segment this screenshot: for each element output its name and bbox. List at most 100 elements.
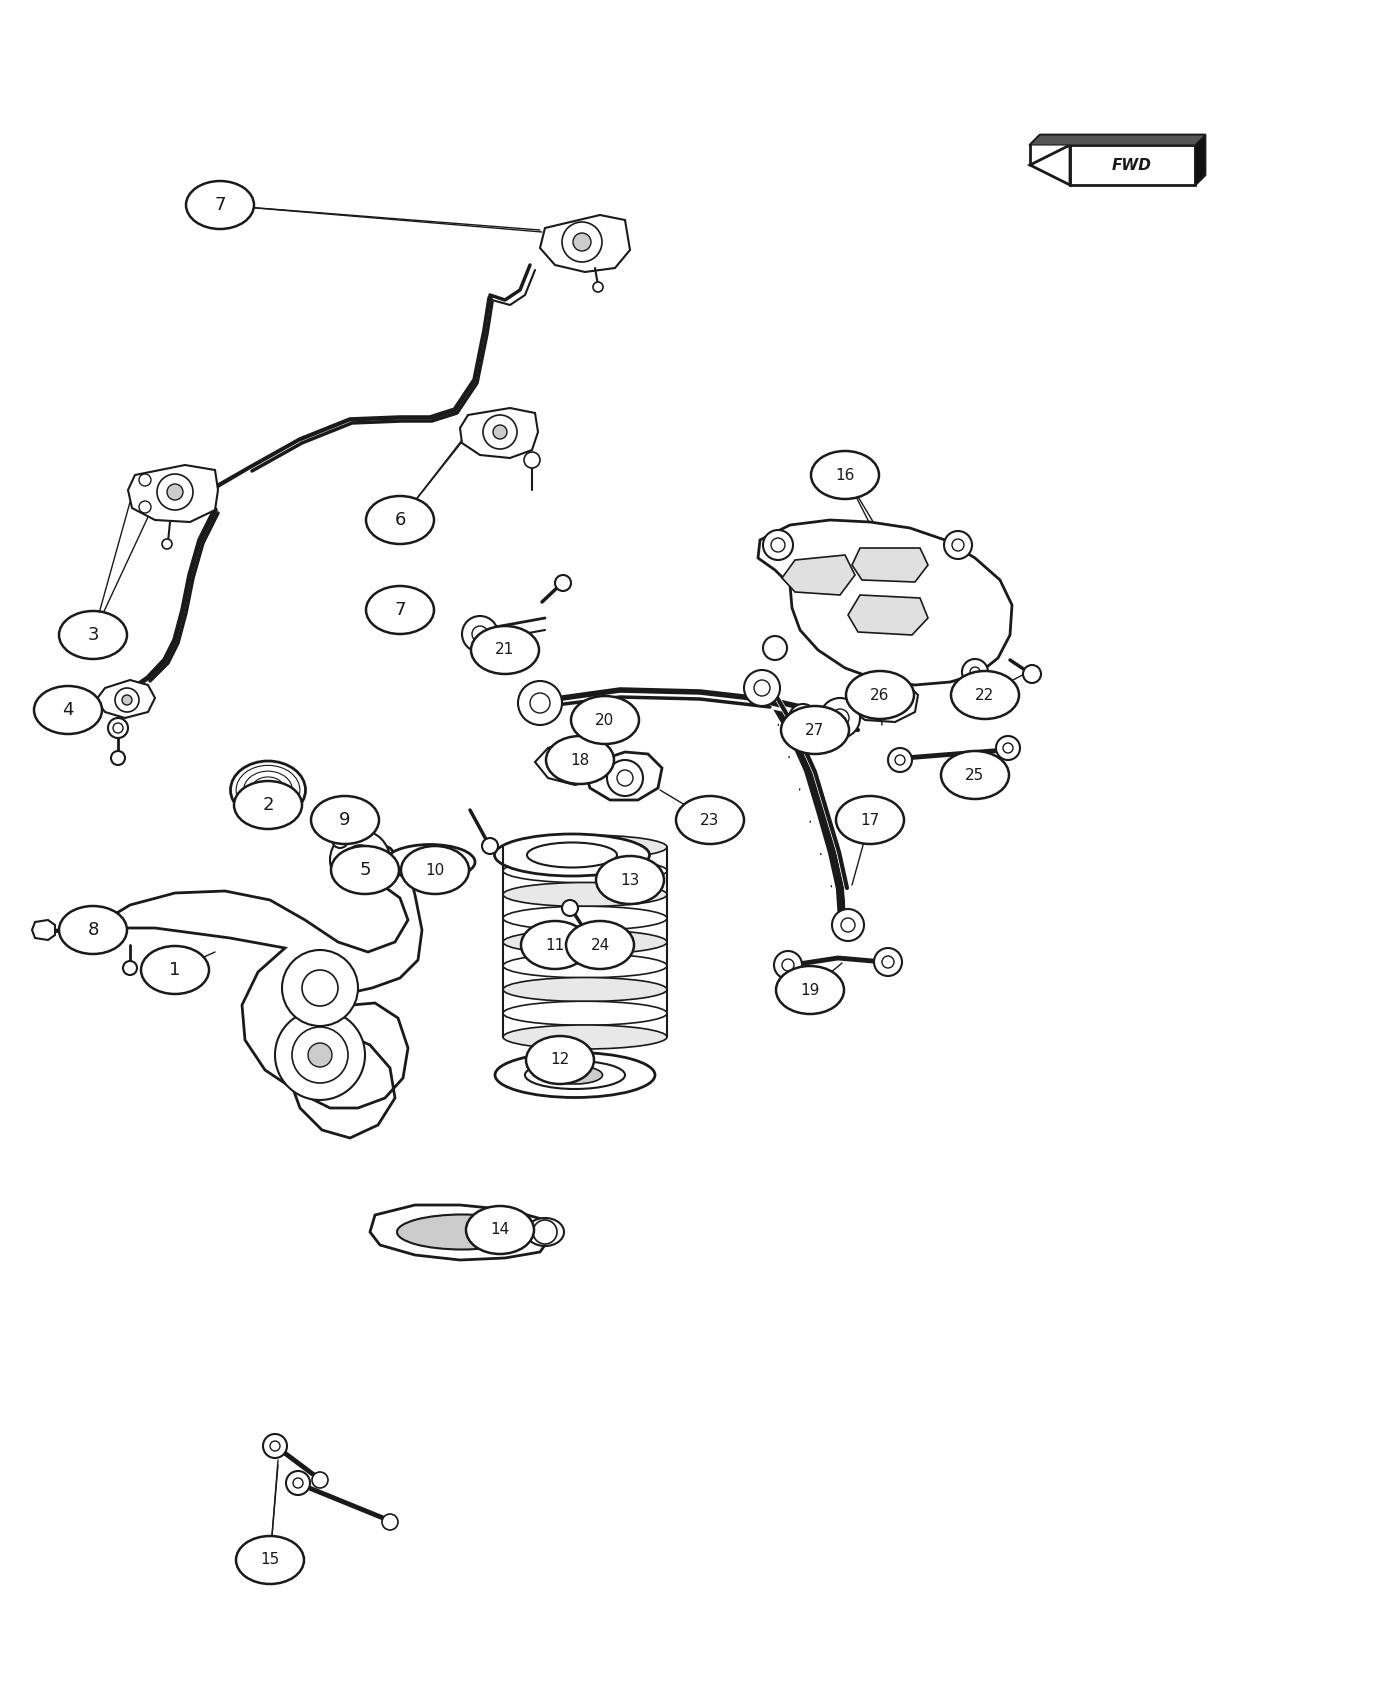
Circle shape <box>293 1477 302 1488</box>
Circle shape <box>617 770 633 785</box>
Text: 9: 9 <box>339 811 351 830</box>
Ellipse shape <box>521 921 589 969</box>
Polygon shape <box>461 408 538 457</box>
Ellipse shape <box>141 945 209 994</box>
Circle shape <box>108 717 127 738</box>
Circle shape <box>462 615 498 653</box>
Polygon shape <box>848 680 918 722</box>
Text: 7: 7 <box>214 196 225 214</box>
Circle shape <box>524 452 540 468</box>
Ellipse shape <box>59 610 127 660</box>
Text: 2: 2 <box>262 796 274 814</box>
Text: 12: 12 <box>550 1052 570 1068</box>
Circle shape <box>867 687 897 717</box>
Ellipse shape <box>525 1061 624 1090</box>
Text: FWD: FWD <box>1112 158 1152 172</box>
Ellipse shape <box>186 180 253 230</box>
Circle shape <box>330 830 391 891</box>
Text: 5: 5 <box>360 860 371 879</box>
Circle shape <box>962 660 988 685</box>
Circle shape <box>113 722 123 733</box>
Ellipse shape <box>547 1066 602 1085</box>
Ellipse shape <box>466 1205 533 1255</box>
Ellipse shape <box>234 780 302 830</box>
Polygon shape <box>540 214 630 272</box>
Circle shape <box>557 746 587 777</box>
Circle shape <box>561 899 578 916</box>
Text: 18: 18 <box>570 753 589 767</box>
Circle shape <box>274 1010 365 1100</box>
Ellipse shape <box>951 672 1019 719</box>
Circle shape <box>483 415 517 449</box>
Ellipse shape <box>811 450 879 500</box>
Ellipse shape <box>503 882 666 906</box>
Text: 10: 10 <box>426 862 445 877</box>
Circle shape <box>533 1221 557 1244</box>
Circle shape <box>518 682 561 724</box>
Ellipse shape <box>365 586 434 634</box>
Text: 26: 26 <box>871 687 889 702</box>
Text: 13: 13 <box>620 872 640 887</box>
Text: 17: 17 <box>861 813 879 828</box>
Text: 4: 4 <box>62 700 74 719</box>
Circle shape <box>308 1044 332 1068</box>
Polygon shape <box>1196 134 1205 185</box>
Ellipse shape <box>330 847 399 894</box>
Circle shape <box>888 748 911 772</box>
Text: 23: 23 <box>700 813 720 828</box>
Circle shape <box>790 704 818 733</box>
Ellipse shape <box>494 835 650 876</box>
Ellipse shape <box>503 930 666 954</box>
Polygon shape <box>585 751 662 801</box>
Circle shape <box>115 688 139 712</box>
Circle shape <box>774 950 802 979</box>
Ellipse shape <box>470 626 539 673</box>
Ellipse shape <box>941 751 1009 799</box>
Circle shape <box>293 1027 349 1083</box>
Text: 21: 21 <box>496 643 515 658</box>
Circle shape <box>270 1442 280 1452</box>
Circle shape <box>332 831 349 848</box>
Polygon shape <box>848 595 928 636</box>
Circle shape <box>281 950 358 1027</box>
Ellipse shape <box>231 762 305 819</box>
Ellipse shape <box>546 736 615 784</box>
Circle shape <box>573 233 591 252</box>
Polygon shape <box>32 920 55 940</box>
Circle shape <box>763 530 792 559</box>
Ellipse shape <box>503 954 666 977</box>
Text: 22: 22 <box>976 687 994 702</box>
Ellipse shape <box>365 496 434 544</box>
Circle shape <box>797 712 809 724</box>
Circle shape <box>561 223 602 262</box>
Circle shape <box>1023 665 1042 683</box>
Text: 1: 1 <box>169 960 181 979</box>
Circle shape <box>944 530 972 559</box>
Circle shape <box>743 670 780 706</box>
Circle shape <box>286 1470 309 1494</box>
Ellipse shape <box>385 845 475 879</box>
Ellipse shape <box>251 777 284 802</box>
Circle shape <box>566 756 578 768</box>
Circle shape <box>472 626 489 643</box>
Ellipse shape <box>526 843 617 867</box>
Circle shape <box>995 736 1021 760</box>
Circle shape <box>783 959 794 971</box>
Text: 11: 11 <box>546 937 564 952</box>
Text: 16: 16 <box>836 468 854 483</box>
Ellipse shape <box>781 706 848 755</box>
Ellipse shape <box>571 695 638 745</box>
Polygon shape <box>783 554 855 595</box>
Circle shape <box>608 760 643 796</box>
Text: 20: 20 <box>595 712 615 728</box>
Ellipse shape <box>503 1001 666 1025</box>
Circle shape <box>167 484 183 500</box>
Polygon shape <box>127 466 218 522</box>
Ellipse shape <box>503 906 666 930</box>
Polygon shape <box>853 547 928 581</box>
Circle shape <box>895 755 904 765</box>
Circle shape <box>1002 743 1014 753</box>
Text: 14: 14 <box>490 1222 510 1238</box>
Circle shape <box>875 695 889 709</box>
Ellipse shape <box>503 1025 666 1049</box>
